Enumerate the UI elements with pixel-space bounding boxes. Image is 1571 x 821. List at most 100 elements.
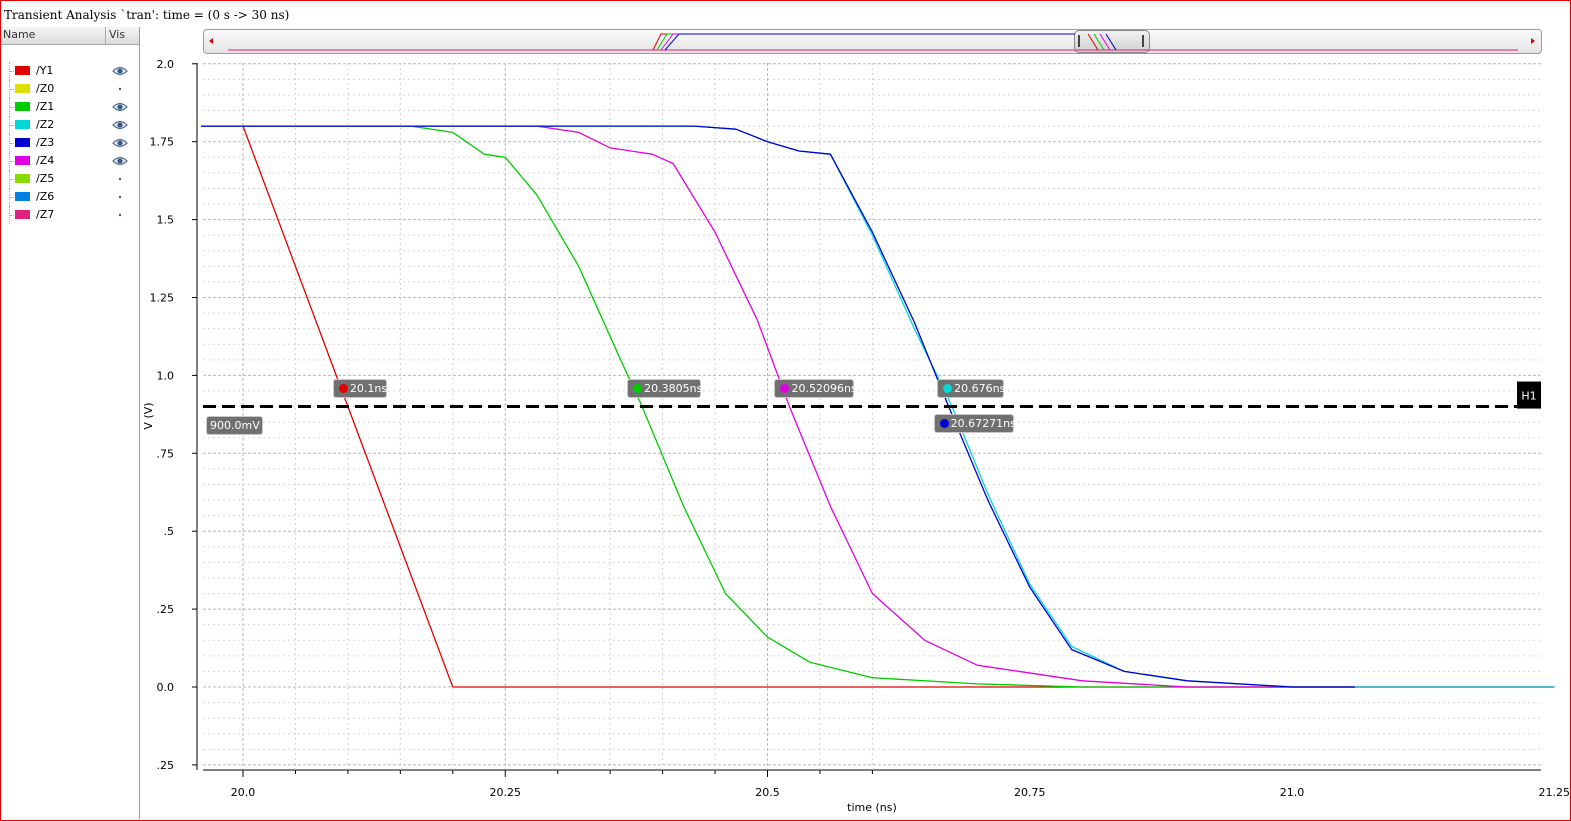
tree-connector [9,206,16,224]
y-tick-label: 0.0 [157,681,175,694]
x-tick-label: 21.0 [1280,786,1305,799]
hidden-dot-icon[interactable] [112,83,128,95]
color-swatch [15,84,30,93]
legend-row-z3[interactable]: /Z3 [1,134,139,152]
signal-name: /Z2 [36,118,55,131]
signal-name: /Z3 [36,136,55,149]
legend-row-z7[interactable]: /Z7 [1,206,139,224]
marker-label: 20.676ns [954,381,1006,395]
y-tick-label: .75 [157,447,175,460]
series-line-z4[interactable] [201,125,1555,688]
x-tick-label: 20.0 [231,786,256,799]
y-tick-label: 2.0 [157,58,175,71]
overview-waveforms [209,33,1535,51]
legend-row-z6[interactable]: /Z6 [1,188,139,206]
overview-series-rise [660,33,1075,51]
legend-vis-header[interactable]: Vis [109,28,126,41]
tree-connector [9,80,16,98]
tree-connector [9,62,16,80]
crossing-marker-3[interactable]: 20.676ns [937,378,1006,398]
eye-icon[interactable] [112,137,128,149]
legend-name-header[interactable]: Name [3,28,36,41]
x-tick-label: 20.5 [755,786,780,799]
marker-label: 20.3805ns [644,381,703,395]
crossing-marker-2[interactable]: 20.52096ns [774,378,857,398]
overview-series-rise [656,33,1075,51]
signal-name: /Z4 [36,154,55,167]
signal-name: /Z1 [36,100,55,113]
legend-row-z5[interactable]: /Z5 [1,170,139,188]
color-swatch [15,192,30,201]
legend-row-y1[interactable]: /Y1 [1,62,139,80]
marker-dot-icon [633,383,643,393]
crossing-marker-4[interactable]: 20.67271ns [933,413,1016,433]
overview-series-fall [1099,33,1111,51]
h1-tag-background[interactable] [1517,381,1541,409]
signal-name: /Z6 [36,190,55,203]
eye-icon[interactable] [112,119,128,131]
legend-row-z4[interactable]: /Z4 [1,152,139,170]
thumb-grip-right[interactable] [1142,35,1144,47]
axis-ticks: .25 0.0 .25 .5 .75 1.0 1.25 1.5 1.75 2.0 20.0 20.25… [150,58,1571,799]
thumb-grip-left[interactable] [1078,35,1080,47]
tree-connector [9,116,16,134]
crossing-marker-1[interactable]: 20.3805ns [627,378,703,398]
signal-name: /Z7 [36,208,55,221]
signal-name: /Z0 [36,82,55,95]
threshold-value-text: 900.0mV [210,419,260,432]
legend-header-divider [105,27,106,44]
x-axis-label: time (ns) [847,801,897,814]
tree-connector [9,152,16,170]
legend-row-z0[interactable]: /Z0 [1,80,139,98]
y-tick-label: 1.75 [150,136,175,149]
signal-legend: Name Vis /Y1/Z0/Z1/Z2/Z3/Z4/Z5/Z6/Z7 [1,27,140,819]
eye-icon[interactable] [112,101,128,113]
overview-scroll-thumb[interactable] [1074,30,1150,53]
color-swatch [15,174,30,183]
y-tick-label: 1.25 [150,292,175,305]
marker-label: 20.52096ns [791,381,857,395]
marker-dot-icon [780,383,790,393]
hidden-dot-icon[interactable] [112,209,128,221]
hidden-dot-icon[interactable] [112,191,128,203]
hidden-dot-icon[interactable] [112,173,128,185]
marker-dot-icon [338,383,348,393]
y-tick-label: .25 [157,603,175,616]
window-title: Transient Analysis `tran': time = (0 s -… [4,8,290,22]
x-tick-label: 20.75 [1014,786,1046,799]
marker-dot-icon [939,418,949,428]
marker-label: 20.67271ns [950,416,1016,430]
marker-dot-icon [943,383,953,393]
h1-tag-label[interactable]: H1 [1521,390,1536,403]
overview-series-fall [1093,33,1105,51]
scroll-left-arrow-icon[interactable] [209,38,213,44]
threshold-value-label: 900.0mV [206,416,263,435]
legend-header: Name Vis [1,27,139,45]
legend-row-z2[interactable]: /Z2 [1,116,139,134]
tree-connector [9,170,16,188]
signal-name: /Z5 [36,172,55,185]
crossing-marker-0[interactable]: 20.1ns [332,378,388,398]
y-tick-label: .5 [164,525,175,538]
y-tick-label: 1.5 [157,214,175,227]
signal-name: /Y1 [36,64,54,77]
x-tick-label: 20.25 [490,786,522,799]
eye-icon[interactable] [112,155,128,167]
series-line-z3[interactable] [201,125,1355,688]
color-swatch [15,156,30,165]
grid-lines [203,63,1541,770]
overview-series-fall [1105,33,1117,51]
tree-connector [9,188,16,206]
overview-series-rise [652,33,1075,51]
legend-row-z1[interactable]: /Z1 [1,98,139,116]
eye-icon[interactable] [112,65,128,77]
overview-series-rise [664,33,1075,51]
y-tick-label: 1.0 [157,369,175,382]
marker-label: 20.1ns [349,381,388,395]
color-swatch [15,102,30,111]
scroll-right-arrow-icon[interactable] [1531,38,1535,44]
color-swatch [15,210,30,219]
threshold-marker-line[interactable]: H1 [203,381,1541,409]
tree-connector [9,134,16,152]
